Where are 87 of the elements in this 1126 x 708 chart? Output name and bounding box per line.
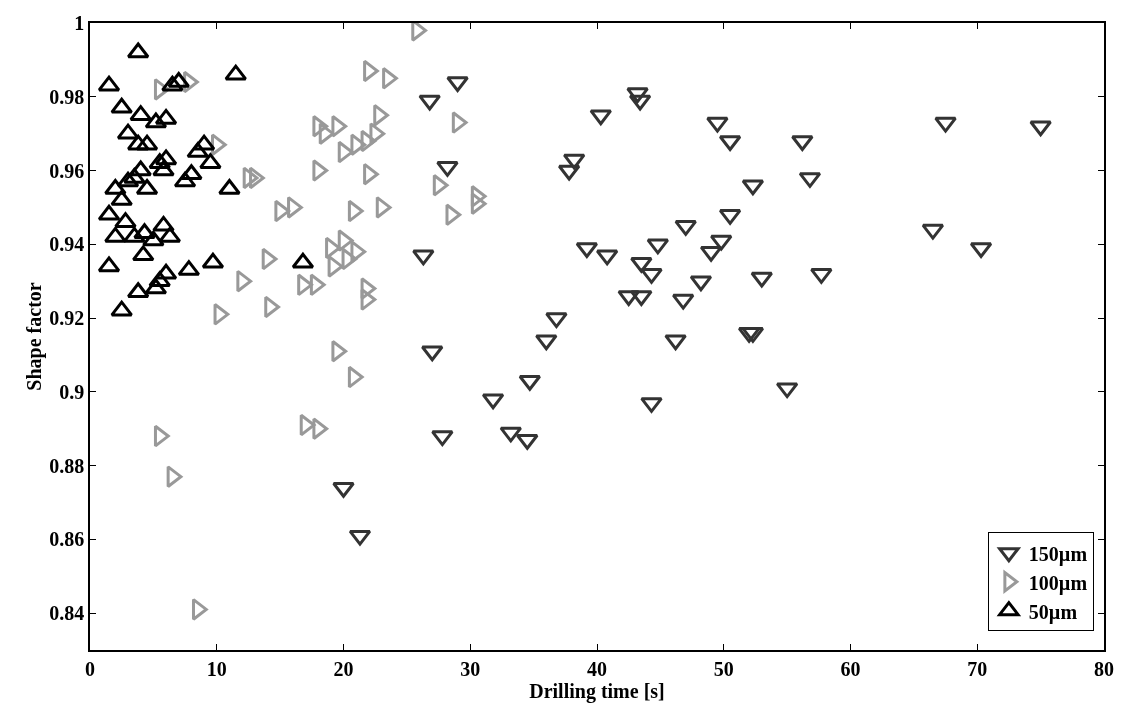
point bbox=[126, 134, 150, 151]
point bbox=[97, 75, 121, 92]
point bbox=[318, 122, 335, 145]
point bbox=[242, 166, 259, 190]
point bbox=[126, 42, 150, 59]
point bbox=[375, 196, 392, 219]
point bbox=[432, 173, 449, 197]
point bbox=[129, 160, 153, 177]
point bbox=[161, 75, 184, 92]
point bbox=[274, 199, 291, 223]
point bbox=[534, 334, 558, 351]
point bbox=[331, 114, 348, 138]
point bbox=[630, 256, 653, 273]
point bbox=[350, 240, 367, 263]
point bbox=[309, 273, 326, 297]
x-tick-label: 20 bbox=[333, 657, 354, 680]
point bbox=[350, 133, 367, 157]
point bbox=[499, 426, 523, 443]
x-tick-label: 70 bbox=[967, 657, 988, 680]
point bbox=[360, 288, 377, 311]
point bbox=[192, 134, 216, 151]
point bbox=[709, 234, 733, 251]
point bbox=[341, 247, 358, 271]
y-tick-label: 0.84 bbox=[49, 602, 85, 625]
point bbox=[261, 247, 278, 271]
point bbox=[144, 112, 168, 129]
point bbox=[213, 303, 230, 326]
point bbox=[775, 382, 799, 399]
point bbox=[664, 334, 687, 351]
y-tick-label: 0.86 bbox=[49, 528, 85, 551]
point bbox=[347, 365, 364, 389]
legend-label: 100µm bbox=[1028, 571, 1088, 595]
y-tick-label: 0.98 bbox=[49, 85, 85, 108]
point bbox=[347, 199, 364, 223]
point bbox=[135, 134, 159, 151]
point bbox=[312, 159, 329, 182]
point bbox=[595, 249, 619, 266]
point bbox=[646, 238, 670, 255]
point bbox=[369, 122, 386, 145]
point bbox=[152, 160, 175, 177]
point bbox=[116, 123, 140, 140]
point bbox=[360, 129, 377, 153]
point bbox=[154, 149, 178, 166]
x-tick-label: 40 bbox=[587, 657, 607, 680]
y-tick-label: 0.96 bbox=[49, 159, 85, 182]
point bbox=[699, 245, 723, 262]
y-tick-label: 0.94 bbox=[49, 233, 85, 256]
y-tick-label: 0.88 bbox=[49, 454, 85, 477]
point bbox=[481, 393, 505, 410]
y-tick-label: 0.92 bbox=[49, 307, 85, 330]
point bbox=[116, 171, 140, 188]
x-tick-label: 50 bbox=[713, 657, 734, 680]
point bbox=[332, 481, 355, 498]
x-tick-label: 60 bbox=[840, 657, 861, 680]
point bbox=[750, 271, 774, 288]
point bbox=[689, 275, 713, 292]
point bbox=[337, 229, 354, 252]
point bbox=[470, 192, 487, 216]
point bbox=[154, 108, 178, 125]
point bbox=[173, 171, 197, 188]
point bbox=[331, 339, 348, 363]
point bbox=[445, 203, 462, 227]
point bbox=[327, 255, 344, 278]
y-axis-title: Shape factor bbox=[23, 282, 47, 391]
x-tick-label: 80 bbox=[1094, 657, 1114, 680]
legend-label: 50µm bbox=[1028, 600, 1078, 624]
point bbox=[312, 114, 329, 138]
point bbox=[110, 97, 133, 114]
x-tick-label: 0 bbox=[85, 657, 95, 680]
point bbox=[236, 269, 253, 293]
point bbox=[360, 277, 377, 300]
y-tick-label: 0.9 bbox=[59, 380, 85, 403]
point bbox=[412, 249, 435, 266]
point bbox=[451, 111, 468, 134]
point bbox=[671, 293, 695, 310]
point bbox=[420, 345, 444, 362]
y-tick-label: 1 bbox=[74, 12, 85, 34]
point bbox=[224, 64, 248, 81]
legend-label: 150µm bbox=[1028, 542, 1088, 566]
x-tick-label: 10 bbox=[206, 657, 227, 680]
x-axis-title: Drilling time [s] bbox=[529, 679, 665, 703]
point bbox=[348, 529, 372, 546]
point bbox=[431, 430, 454, 447]
point bbox=[545, 312, 568, 329]
point bbox=[470, 185, 487, 208]
point bbox=[921, 223, 945, 240]
x-tick-label: 30 bbox=[460, 657, 481, 680]
